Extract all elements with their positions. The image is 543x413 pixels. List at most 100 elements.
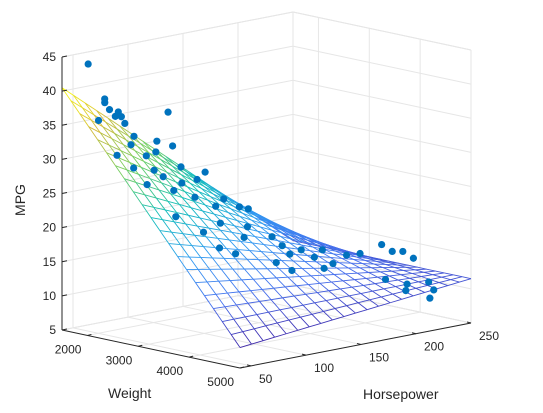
surface-mesh-line — [358, 299, 370, 304]
surface-mesh-line — [219, 204, 229, 213]
surface-mesh-line — [61, 87, 74, 96]
surface-mesh-line — [115, 165, 125, 179]
data-point — [403, 280, 411, 288]
surface-mesh-line — [292, 240, 302, 243]
surface-mesh-line — [153, 207, 163, 220]
surface-mesh-line — [191, 245, 202, 258]
surface-mesh-line — [257, 230, 270, 235]
z-tick-label: 45 — [43, 50, 57, 64]
surface-mesh-line — [179, 204, 189, 216]
surface-mesh-line — [356, 256, 368, 259]
surface-mesh-line — [372, 288, 384, 292]
surface-mesh-line — [166, 171, 177, 183]
surface-mesh-line — [108, 144, 121, 151]
surface-mesh-line — [228, 239, 239, 250]
surface-mesh-line — [279, 307, 292, 311]
surface-mesh-line — [116, 128, 129, 137]
surface-mesh-line — [161, 182, 171, 194]
surface-mesh-line — [99, 132, 110, 146]
surface-mesh-line — [270, 297, 283, 301]
surface-mesh-line — [188, 214, 200, 219]
data-point — [220, 195, 228, 203]
y-tick-label: 150 — [369, 350, 389, 364]
x-tick-mark — [138, 344, 143, 347]
surface-mesh-line — [183, 172, 196, 180]
surface-mesh-line — [333, 274, 344, 282]
grid-line — [292, 182, 472, 222]
data-point — [356, 249, 364, 258]
surface-mesh-line — [161, 182, 174, 188]
surface-mesh-line — [201, 188, 214, 195]
axes-lines — [61, 55, 472, 369]
data-point — [159, 173, 167, 181]
surface-mesh-line — [279, 225, 292, 232]
surface-mesh-line — [119, 125, 132, 134]
surface-mesh-line — [392, 293, 402, 300]
surface-mesh-line — [230, 331, 243, 335]
surface-mesh-line — [322, 274, 332, 283]
surface-mesh-line — [139, 142, 152, 151]
surface-mesh-line — [233, 318, 244, 332]
surface-mesh-line — [348, 295, 359, 304]
surface-mesh-line — [194, 234, 204, 247]
surface-mesh-line — [300, 234, 312, 240]
surface-mesh-line — [246, 258, 257, 270]
surface-mesh-line — [413, 291, 425, 297]
data-point — [169, 142, 177, 150]
surface-mesh-line — [258, 259, 268, 270]
surface-mesh-line — [173, 221, 184, 234]
x-axis-line — [61, 329, 241, 369]
surface-mesh-line — [418, 281, 428, 286]
surface-mesh-line — [97, 139, 107, 153]
surface-mesh-line — [141, 204, 154, 208]
surface-mesh-line — [300, 316, 310, 328]
surface-mesh-line — [423, 271, 433, 276]
surface-mesh-line — [208, 227, 221, 231]
surface-mesh-line — [340, 286, 352, 290]
surface-mesh-line — [302, 302, 315, 306]
surface-mesh-line — [360, 290, 373, 294]
surface-mesh-line — [330, 257, 343, 259]
surface-mesh-line — [105, 121, 115, 134]
surface-mesh-line — [340, 248, 353, 254]
data-point — [240, 233, 248, 241]
surface-mesh-line — [279, 309, 290, 321]
surface-mesh-line — [302, 304, 313, 315]
surface-mesh-line — [179, 244, 190, 258]
surface-mesh-line — [340, 288, 350, 297]
surface-mesh-line — [273, 286, 286, 289]
surface-mesh-line — [316, 292, 327, 301]
surface-mesh-line — [276, 276, 288, 279]
x-tick-mark — [189, 355, 194, 358]
surface-mesh-line — [120, 150, 133, 157]
surface-mesh-line — [222, 222, 233, 233]
surface-mesh-line — [341, 258, 352, 264]
surface-mesh-line — [132, 155, 144, 162]
surface-mesh-line — [207, 280, 219, 283]
surface-mesh-line — [96, 110, 109, 119]
surface-mesh-line — [337, 295, 350, 299]
z-tick-mark — [61, 192, 68, 194]
surface-mesh-line — [360, 293, 370, 301]
surface-mesh-line — [274, 227, 287, 232]
surface-mesh-line — [289, 242, 299, 250]
surface-mesh-line — [248, 223, 261, 228]
surface-mesh-line — [158, 189, 171, 195]
data-point — [318, 246, 326, 254]
data-point — [152, 148, 160, 156]
surface-mesh-line — [450, 276, 463, 281]
surface-mesh-line — [202, 210, 215, 215]
surface-mesh-line — [180, 244, 192, 247]
surface-mesh-line — [289, 242, 302, 246]
surface-mesh-line — [287, 276, 298, 287]
surface-mesh-line — [287, 276, 300, 278]
surface-mesh-line — [134, 150, 145, 162]
surface-mesh-line — [280, 236, 290, 244]
surface-mesh-line — [143, 160, 156, 168]
surface-mesh-line — [257, 230, 267, 239]
grid-line — [61, 113, 294, 160]
surface-mesh-line — [73, 95, 83, 109]
surface-mesh-line — [293, 295, 304, 306]
surface-mesh-line — [239, 215, 249, 225]
fitted-surface — [61, 87, 472, 348]
